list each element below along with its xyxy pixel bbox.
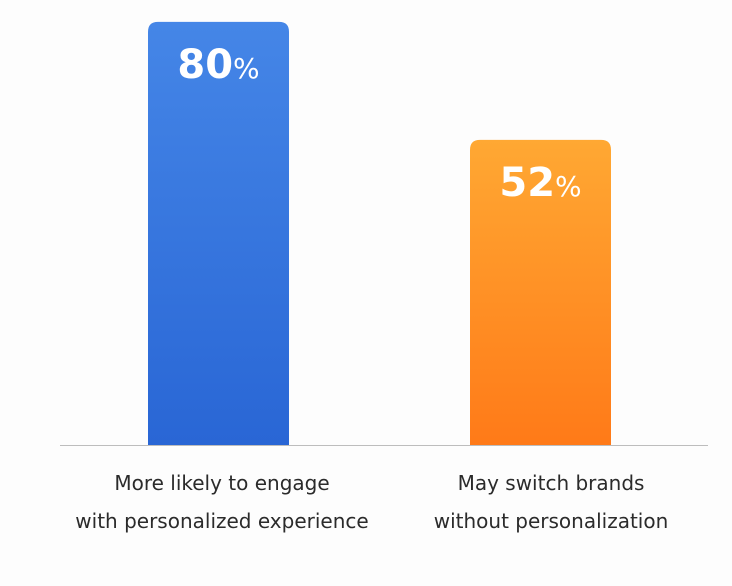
category-label-1-line-2: without personalization [433,509,669,533]
category-label-1-line-1: May switch brands [457,471,645,495]
bar-1 [470,139,611,445]
data-label-1: 52% [499,160,581,206]
bar-0 [148,21,289,446]
category-label-1: May switch brands without personalizatio… [381,464,721,540]
category-label-0: More likely to engage with personalized … [52,464,392,540]
category-label-0-line-2: with personalized experience [75,509,369,533]
category-label-0-line-1: More likely to engage [114,471,330,495]
